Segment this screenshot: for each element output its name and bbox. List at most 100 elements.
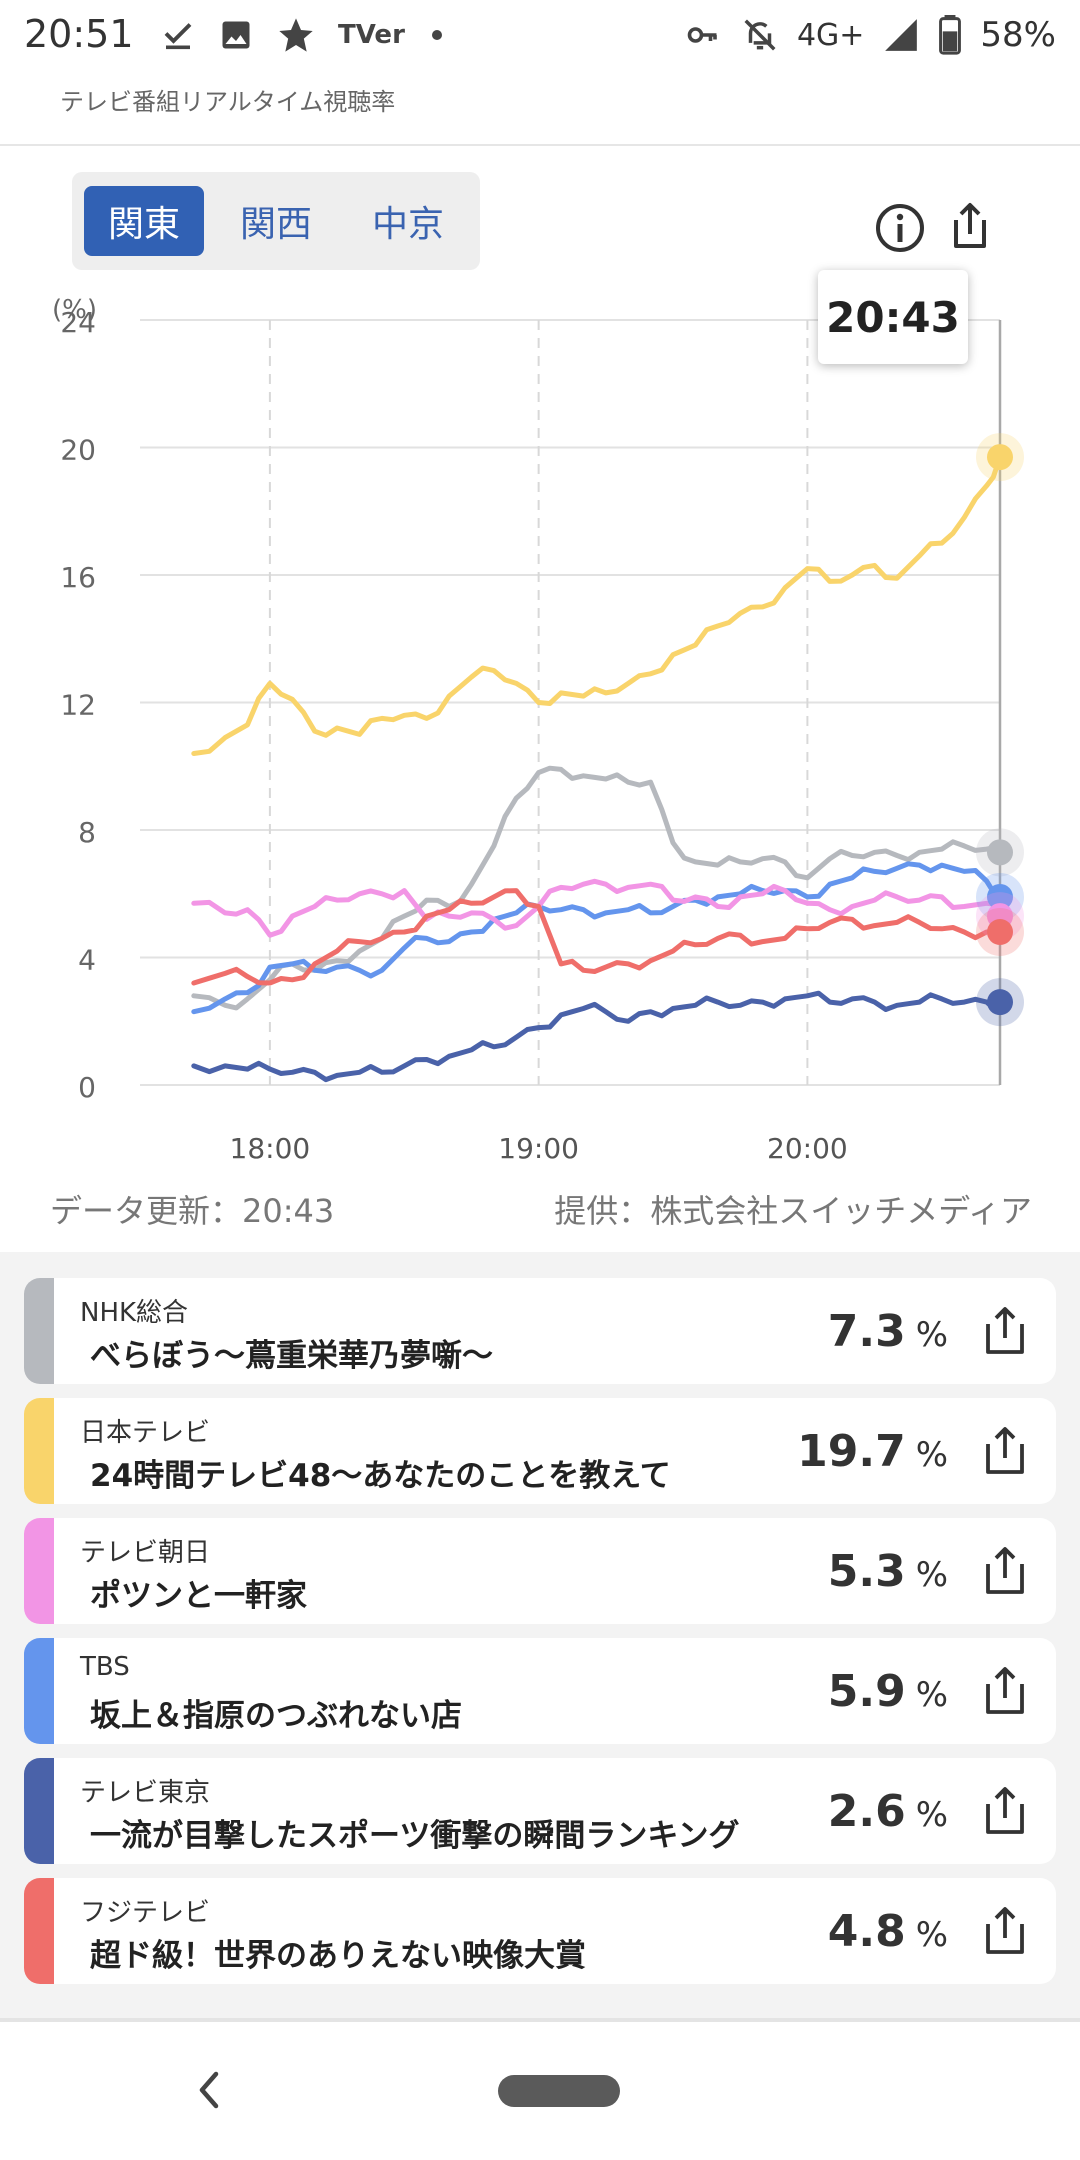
share-icon[interactable] — [980, 1544, 1030, 1598]
download-done-icon — [164, 23, 192, 50]
image-icon — [222, 21, 250, 49]
navigation-bar — [0, 2022, 1080, 2160]
rating-value: 19.7 — [797, 1426, 906, 1477]
share-icon[interactable] — [980, 1784, 1030, 1838]
rating-unit: % — [915, 1555, 948, 1595]
channel-name: テレビ朝日 — [80, 1538, 211, 1568]
rating-row[interactable]: テレビ東京一流が目撃したスポーツ衝撃の瞬間ランキング 2.6% — [24, 1758, 1056, 1864]
system-icons: 4G+ 58% — [683, 10, 1056, 60]
series-end-point — [987, 919, 1013, 945]
tab-kansai[interactable]: 関西 — [239, 204, 312, 245]
tab-kanto[interactable]: 関東 — [84, 186, 204, 256]
y-tick-label: 4 — [78, 944, 96, 977]
rating-value-group: 5.3% — [828, 1546, 948, 1597]
rating-value-group: 19.7% — [797, 1426, 948, 1477]
dot-icon — [431, 30, 442, 40]
series-end-point — [987, 883, 1013, 910]
series-line — [191, 878, 1003, 938]
rating-unit: % — [915, 1315, 948, 1355]
rating-value: 5.3 — [827, 1546, 906, 1597]
rating-row[interactable]: TBS 坂上＆指原のつぶれない店 5.9% — [24, 1638, 1056, 1744]
rating-unit: % — [915, 1675, 948, 1715]
rating-value-group: 4.8% — [828, 1906, 948, 1957]
notification-icons: TVer — [160, 10, 447, 60]
channel-name: NHK総合 — [80, 1298, 189, 1328]
rating-row[interactable]: テレビ朝日ポツンと一軒家 5.3% — [24, 1518, 1056, 1624]
series-line — [191, 861, 1003, 1015]
program-title: ポツンと一軒家 — [90, 1578, 307, 1614]
y-tick-label: 16 — [60, 561, 96, 594]
data-update-label: データ更新：20:43 — [50, 1192, 335, 1230]
series-line — [191, 454, 1003, 756]
x-tick-label: 18:00 — [230, 1132, 311, 1160]
program-title: べらぼう～蔦重栄華乃夢噺～ — [90, 1338, 493, 1374]
rating-value: 5.9 — [827, 1666, 906, 1717]
tver-icon: TVer — [338, 20, 405, 50]
signal-icon — [885, 19, 918, 51]
channel-name: TBS — [80, 1652, 130, 1682]
rating-value: 7.3 — [827, 1306, 906, 1357]
star-icon — [279, 18, 313, 52]
bell-off-icon — [744, 19, 776, 51]
region-tabs: 関東 関西 中京 — [72, 172, 480, 270]
program-title: 一流が目撃したスポーツ衝撃の瞬間ランキング — [90, 1818, 740, 1854]
status-time: 20:51 — [24, 12, 134, 56]
y-tick-label: 0 — [78, 1071, 96, 1104]
series-end-point — [987, 839, 1013, 866]
channel-color-bar — [24, 1518, 54, 1624]
y-tick-label: 8 — [78, 816, 96, 849]
rating-unit: % — [915, 1915, 948, 1955]
page-header: テレビ番組リアルタイム視聴率 — [0, 72, 1080, 146]
rating-row[interactable]: フジテレビ超ド級！世界のありえない映像大賞 4.8% — [24, 1878, 1056, 1984]
info-icon[interactable] — [872, 200, 928, 256]
channel-color-bar — [24, 1638, 54, 1744]
channel-name: 日本テレビ — [80, 1418, 211, 1448]
ratings-chart: 0 4 8 12 16 20 24(%) 18:00 19:00 20:00 — [52, 295, 1024, 1160]
back-icon[interactable] — [188, 2062, 228, 2118]
status-bar: 20:51 TVer 4G+ 58% — [0, 0, 1080, 72]
rating-unit: % — [915, 1795, 948, 1835]
divider — [0, 2018, 1080, 2022]
chart-tooltip: 20:43 — [818, 270, 968, 364]
x-tick-label: 20:00 — [767, 1132, 848, 1160]
channel-name: フジテレビ — [80, 1898, 211, 1928]
battery-level: 58% — [980, 15, 1056, 55]
series-end-point — [987, 444, 1013, 471]
share-icon[interactable] — [980, 1424, 1030, 1478]
share-icon[interactable] — [980, 1904, 1030, 1958]
series-line — [191, 888, 1003, 986]
share-icon[interactable] — [942, 198, 998, 254]
network-type: 4G+ — [796, 17, 865, 53]
home-pill[interactable] — [498, 2075, 620, 2107]
channel-name: テレビ東京 — [80, 1778, 211, 1808]
program-title: 坂上＆指原のつぶれない店 — [90, 1698, 462, 1734]
program-title: 24時間テレビ48～あなたのことを教えて — [90, 1458, 671, 1494]
y-tick-label: 24 — [60, 306, 96, 339]
channel-color-bar — [24, 1278, 54, 1384]
tab-chukyo[interactable]: 中京 — [371, 204, 444, 245]
program-title: 超ド級！世界のありえない映像大賞 — [90, 1938, 586, 1974]
rating-value: 4.8 — [827, 1906, 906, 1957]
y-tick-label: 12 — [60, 689, 96, 722]
share-icon[interactable] — [980, 1664, 1030, 1718]
provider-label: 提供：株式会社スイッチメディア — [554, 1192, 1032, 1230]
rating-value: 2.6 — [827, 1786, 906, 1837]
y-tick-label: 20 — [60, 434, 96, 467]
series-line — [191, 990, 1003, 1083]
share-icon[interactable] — [980, 1304, 1030, 1358]
rating-row[interactable]: 日本テレビ 24時間テレビ48～あなたのことを教えて 19.7% — [24, 1398, 1056, 1504]
rating-value-group: 7.3% — [828, 1306, 948, 1357]
channel-color-bar — [24, 1758, 54, 1864]
battery-icon — [939, 15, 962, 55]
rating-value-group: 2.6% — [828, 1786, 948, 1837]
channel-color-bar — [24, 1398, 54, 1504]
series-end-point — [987, 989, 1013, 1016]
series-line — [191, 765, 1003, 1011]
rating-value-group: 5.9% — [828, 1666, 948, 1717]
y-axis-label: (%) — [52, 295, 97, 325]
channel-color-bar — [24, 1878, 54, 1984]
rating-row[interactable]: NHK総合べらぼう～蔦重栄華乃夢噺～ 7.3% — [24, 1278, 1056, 1384]
x-tick-label: 19:00 — [498, 1132, 579, 1160]
rating-unit: % — [915, 1435, 948, 1475]
key-icon — [687, 27, 717, 43]
